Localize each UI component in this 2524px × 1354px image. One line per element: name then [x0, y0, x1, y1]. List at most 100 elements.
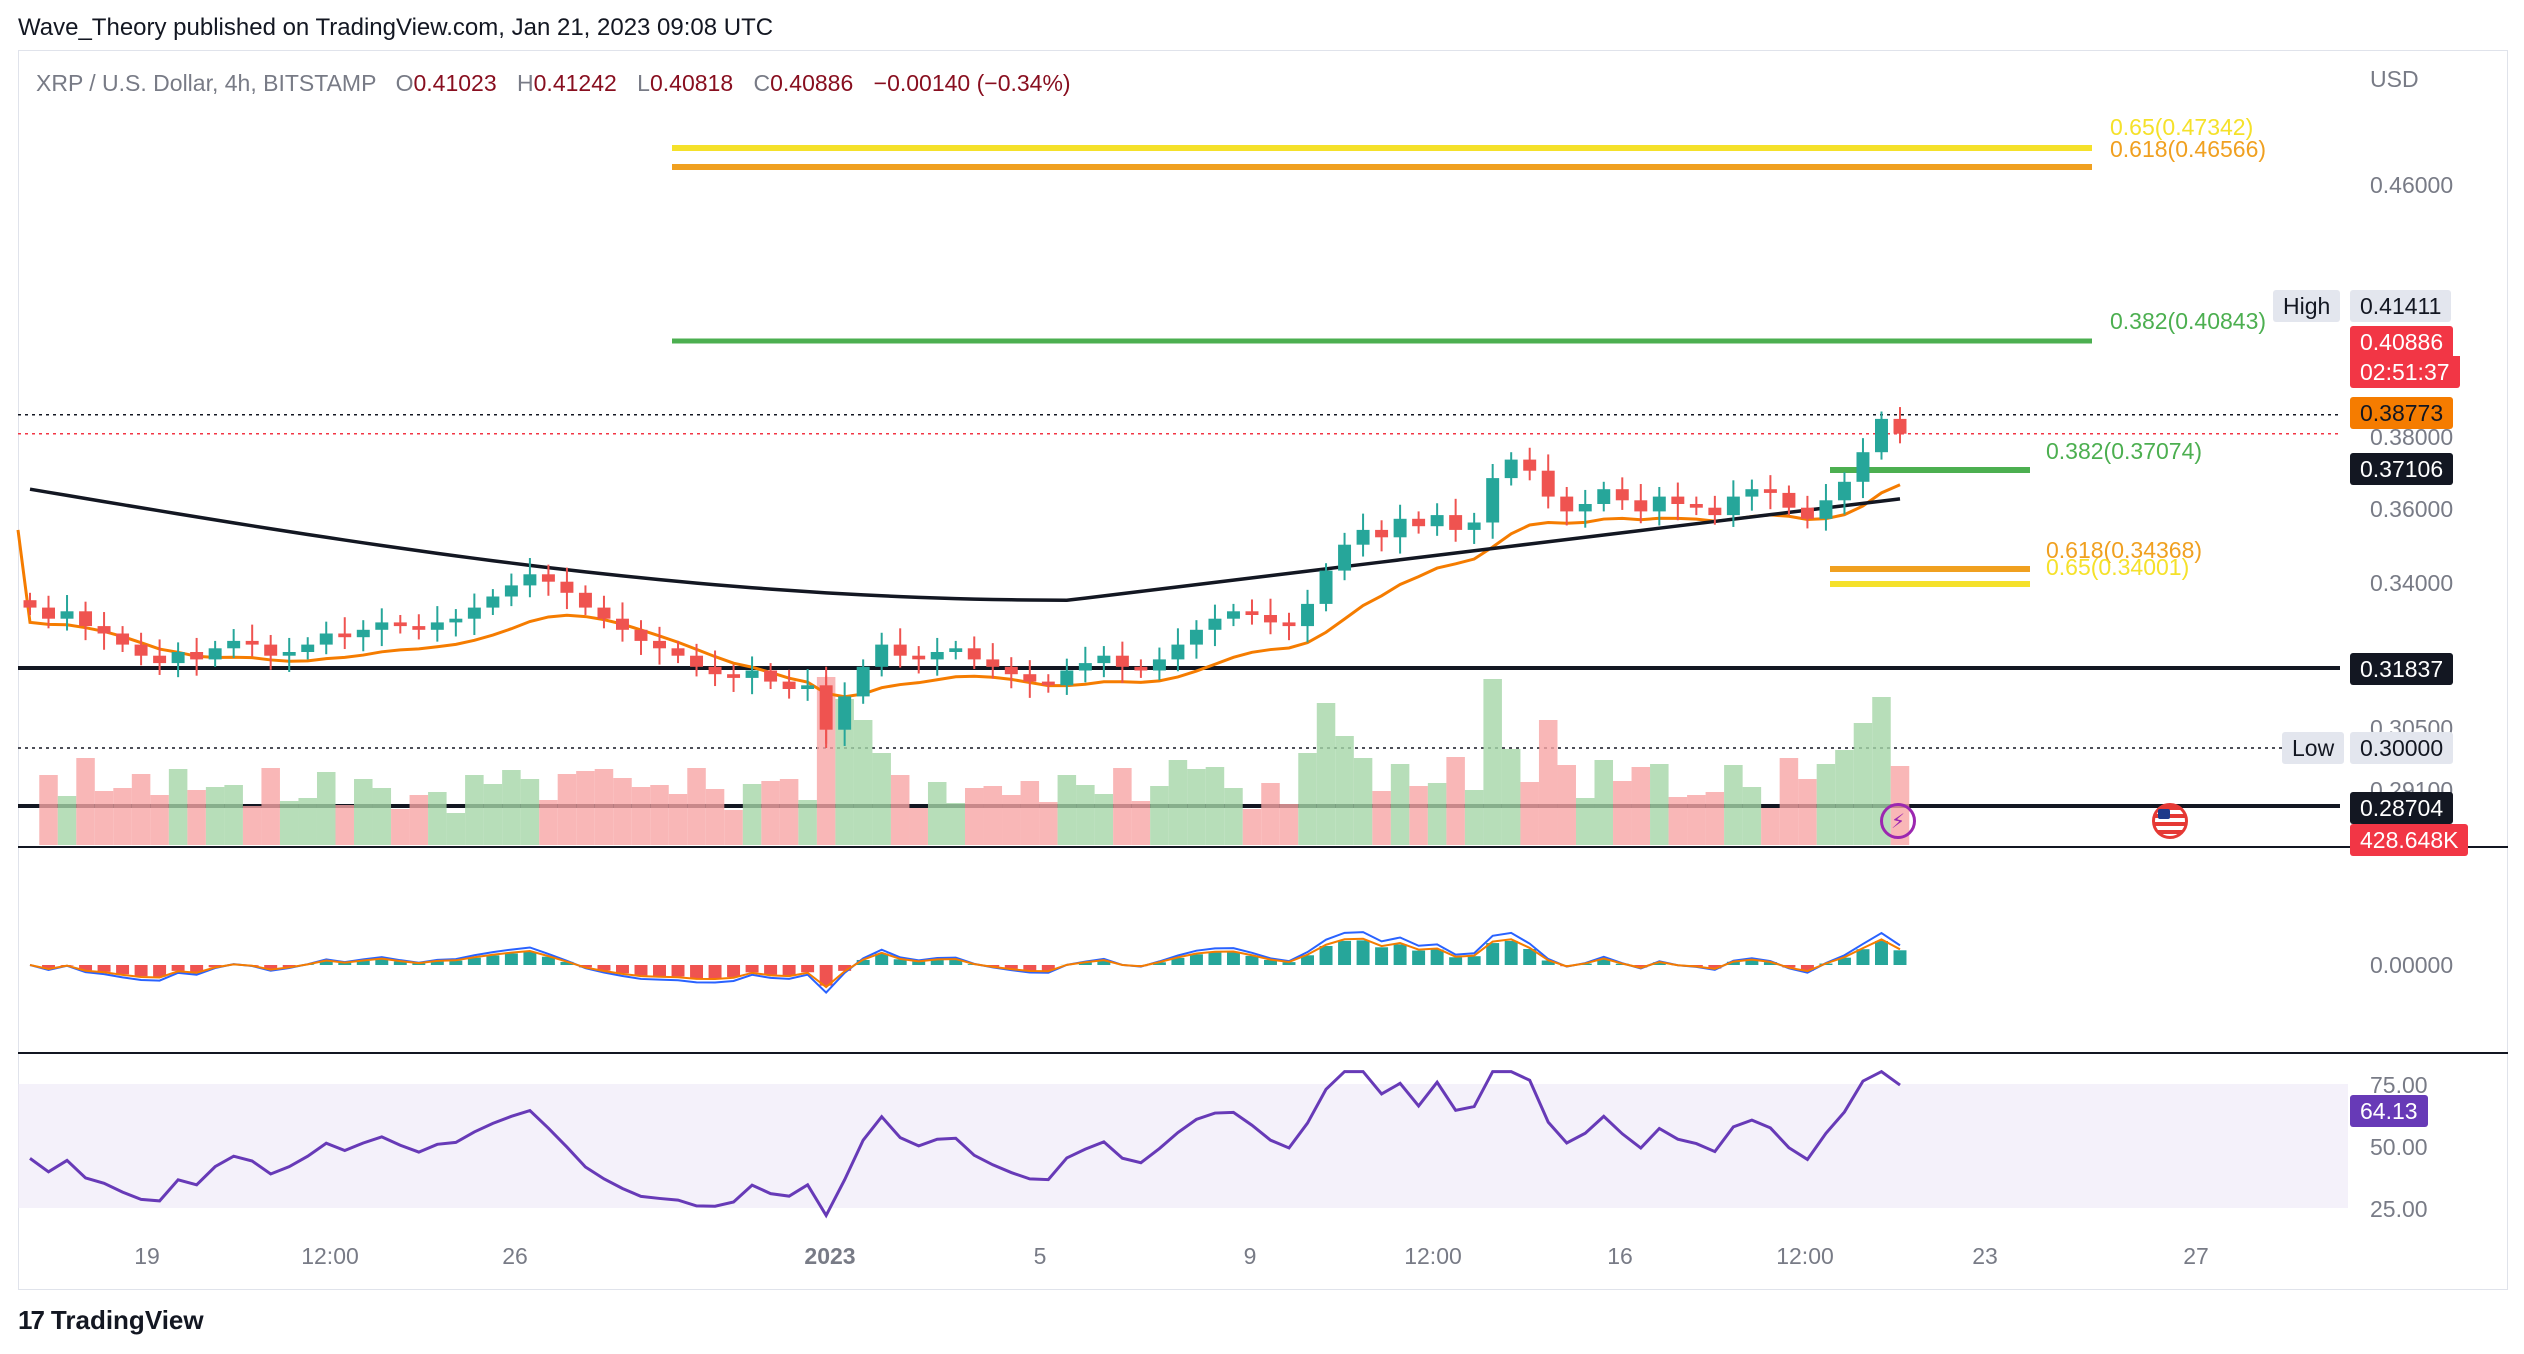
volume-bar	[1113, 768, 1132, 845]
candle-body	[505, 585, 518, 596]
volume-bar	[335, 805, 354, 845]
volume-bar	[150, 795, 169, 845]
rsi-tick: 50.00	[2370, 1134, 2428, 1161]
volume-bar	[1854, 723, 1873, 845]
brand-name: TradingView	[51, 1305, 204, 1336]
candle-body	[1190, 630, 1203, 645]
candle-body	[1468, 523, 1481, 530]
macd-hist-bar	[172, 965, 185, 971]
volume-bar	[447, 813, 466, 845]
volume-bar	[1743, 787, 1762, 845]
macd-hist-bar	[709, 965, 722, 978]
volume-bar	[1280, 804, 1299, 845]
candle-body	[857, 667, 870, 697]
candle-body	[1227, 611, 1240, 618]
candle-body	[153, 656, 166, 663]
candle-body	[579, 593, 592, 608]
volume-bar	[854, 720, 873, 845]
macd-hist-bar	[1449, 957, 1462, 965]
low-value: 0.40818	[650, 70, 733, 96]
symbol-legend[interactable]: XRP / U.S. Dollar, 4h, BITSTAMP O0.41023…	[36, 70, 1071, 97]
volume-bar	[1669, 797, 1688, 845]
volume-bar	[1002, 795, 1021, 845]
volume-bar	[1039, 802, 1058, 845]
candle-body	[1208, 619, 1221, 630]
candle-body	[1838, 482, 1851, 501]
candle-body	[597, 608, 610, 619]
volume-bar	[1391, 764, 1410, 845]
volume-bar	[1243, 809, 1262, 845]
candle-body	[1542, 471, 1555, 497]
volume-bar	[1095, 794, 1114, 845]
volume-bar	[1372, 791, 1391, 845]
candle-body	[1375, 530, 1388, 537]
macd-hist-bar	[1190, 954, 1203, 965]
time-tick: 12:00	[301, 1243, 359, 1270]
candle-body	[1097, 656, 1110, 663]
candle-body	[375, 622, 388, 629]
candle-body	[79, 611, 92, 626]
volume-bar	[613, 778, 632, 845]
volume-bar	[1780, 758, 1799, 845]
candle-body	[1005, 667, 1018, 674]
volume-bar	[872, 753, 891, 845]
volume-tag: 428.648K	[2350, 824, 2468, 856]
volume-bar	[1224, 788, 1243, 845]
volume-bar	[1058, 775, 1077, 845]
volume-bar	[317, 772, 336, 845]
lightning-icon[interactable]: ⚡	[1880, 803, 1916, 839]
high-tag-value: 0.41411	[2350, 290, 2451, 322]
candle-body	[912, 656, 925, 660]
candle-body	[449, 619, 462, 623]
macd-hist-bar	[1856, 949, 1869, 965]
candle-body	[1634, 500, 1647, 511]
volume-bar	[1613, 781, 1632, 845]
candle-body	[42, 608, 55, 619]
volume-bar	[132, 774, 151, 845]
candle-body	[1801, 508, 1814, 519]
candle-body	[1134, 667, 1147, 671]
candle-body	[1431, 515, 1444, 526]
tradingview-logo-icon: 17	[18, 1305, 43, 1336]
ema50-line	[18, 485, 1900, 697]
candle-body	[1246, 611, 1259, 615]
tradingview-brand[interactable]: 17 TradingView	[18, 1305, 204, 1336]
volume-bar	[261, 768, 280, 845]
macd-hist-bar	[1431, 950, 1444, 965]
high-value: 0.41242	[534, 70, 617, 96]
candle-body	[61, 611, 74, 618]
volume-bar	[484, 784, 503, 845]
macd-hist-bar	[746, 965, 759, 972]
volume-bar	[391, 809, 410, 845]
fib-label: 0.382(0.37074)	[2046, 438, 2202, 465]
us-flag-icon[interactable]	[2152, 803, 2188, 839]
candle-body	[1727, 497, 1740, 515]
macd-hist-bar	[616, 965, 629, 973]
ema200-line	[30, 489, 1900, 600]
candle-body	[1708, 508, 1721, 515]
volume-bar	[354, 779, 373, 845]
volume-bar	[687, 768, 706, 845]
candle-body	[1745, 489, 1758, 496]
volume-bar	[761, 781, 780, 845]
macd-hist-bar	[1486, 943, 1499, 965]
candle-body	[727, 674, 740, 678]
high-label: H	[517, 70, 534, 96]
price-tick: 0.34000	[2370, 570, 2453, 597]
candle-body	[690, 656, 703, 667]
candle-body	[523, 574, 536, 585]
macd-hist-bar	[1375, 947, 1388, 965]
macd-hist-bar	[98, 965, 111, 972]
candle-body	[246, 641, 259, 645]
time-tick: 9	[1244, 1243, 1257, 1270]
volume-bar	[187, 790, 206, 845]
volume-bar	[298, 798, 317, 845]
fib-label: 0.65(0.34001)	[2046, 554, 2189, 581]
macd-hist-bar	[1875, 941, 1888, 965]
candle-body	[468, 608, 481, 619]
macd-hist-bar	[135, 965, 148, 976]
macd-hist-bar	[1320, 946, 1333, 965]
candle-body	[1079, 663, 1092, 670]
volume-bar	[169, 769, 188, 845]
